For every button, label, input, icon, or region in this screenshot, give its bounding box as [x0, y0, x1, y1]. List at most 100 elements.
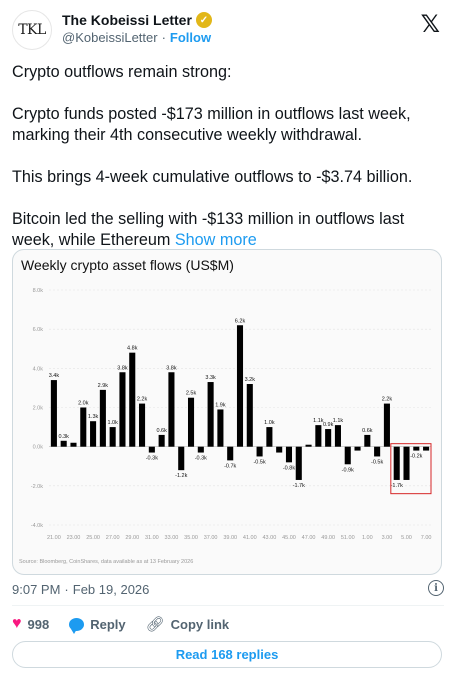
- x-tick-label: 45.00: [282, 535, 296, 541]
- data-label: -0.7k: [224, 463, 236, 469]
- x-tick-label: 27.00: [106, 535, 120, 541]
- x-tick-label: 33.00: [165, 535, 179, 541]
- link-icon: 🔗︎: [145, 616, 165, 633]
- chart-bar: [266, 427, 273, 447]
- data-label: 3.8k: [166, 365, 177, 371]
- tweet-paragraph-3: This brings 4-week cumulative outflows t…: [12, 168, 413, 186]
- data-label: -1.7k: [293, 483, 305, 489]
- chart-bar: [325, 429, 332, 447]
- tweet-time: 9:07 PM: [12, 582, 61, 597]
- x-tick-label: 21.00: [47, 535, 61, 541]
- data-label: -0.2k: [410, 454, 422, 460]
- chart-bar: [305, 444, 312, 447]
- reply-label: Reply: [90, 616, 126, 632]
- read-replies-button[interactable]: Read 168 replies: [12, 641, 442, 668]
- data-label: 2.9k: [98, 383, 109, 389]
- data-label: -0.8k: [283, 465, 295, 471]
- tweet-paragraph-4-text: Bitcoin led the selling with -$133 milli…: [12, 210, 405, 249]
- chart-bar: [227, 446, 234, 461]
- chart-bar: [119, 372, 126, 447]
- x-tick-label: 39.00: [223, 535, 237, 541]
- chart-bar: [344, 446, 351, 465]
- data-label: 0.9k: [323, 422, 334, 428]
- y-tick-label: -4.0k: [31, 523, 43, 529]
- handle-separator: ·: [161, 30, 166, 45]
- data-label: -0.9k: [342, 467, 354, 473]
- x-tick-label: 25.00: [86, 535, 100, 541]
- author-name-row: The Kobeissi Letter ✓: [62, 12, 212, 28]
- info-icon[interactable]: i: [428, 580, 444, 596]
- copy-link-button[interactable]: 🔗︎ Copy link: [146, 615, 230, 633]
- x-tick-label: 7.00: [421, 535, 432, 541]
- data-label: -1.7k: [391, 483, 403, 489]
- x-tick-label: 41.00: [243, 535, 257, 541]
- heart-icon: ♥: [12, 615, 22, 632]
- chart-bar: [354, 446, 361, 451]
- author-name[interactable]: The Kobeissi Letter: [62, 12, 192, 28]
- chart-title: Weekly crypto asset flows (US$M): [21, 257, 234, 273]
- chart-bar: [109, 427, 116, 447]
- x-tick-label: 29.00: [125, 535, 139, 541]
- chart-bar: [334, 425, 341, 447]
- chart-bar: [178, 446, 185, 471]
- x-tick-label: 37.00: [204, 535, 218, 541]
- avatar[interactable]: TKL: [12, 10, 52, 50]
- author-handle[interactable]: @KobeissiLetter: [62, 30, 158, 45]
- chart-bar: [236, 325, 244, 447]
- x-tick-label: 35.00: [184, 535, 198, 541]
- data-label: -0.5k: [371, 459, 383, 465]
- chart-bar: [168, 372, 175, 447]
- x-tick-label: 43.00: [263, 535, 277, 541]
- chart-image[interactable]: Weekly crypto asset flows (US$M) -4.0k -2…: [12, 249, 442, 575]
- x-tick-label: 3.00: [382, 535, 393, 541]
- data-label: 2.0k: [78, 401, 89, 407]
- tweet-timestamp[interactable]: 9:07 PM · Feb 19, 2026: [12, 582, 149, 597]
- like-button[interactable]: ♥ 998: [12, 615, 49, 633]
- chart-bar: [50, 380, 57, 447]
- chart-bar: [99, 389, 106, 447]
- chart-bar: [256, 446, 263, 457]
- tweet-paragraph-2: Crypto funds posted -$173 million in out…: [12, 105, 411, 144]
- show-more-link[interactable]: Show more: [174, 231, 257, 249]
- data-label: -1.2k: [175, 473, 187, 479]
- x-tick-label: 47.00: [302, 535, 316, 541]
- chart-bar: [413, 446, 420, 451]
- chart-bar: [315, 425, 322, 447]
- chart-bar: [423, 446, 430, 451]
- reply-button[interactable]: Reply: [69, 616, 126, 634]
- copy-link-label: Copy link: [170, 616, 230, 632]
- follow-button[interactable]: Follow: [169, 30, 212, 45]
- data-label: 1.9k: [215, 402, 226, 408]
- chart-bar: [80, 407, 87, 447]
- data-label: 2.2k: [137, 397, 148, 403]
- highlight-box: [390, 443, 432, 495]
- action-bar: ♥ 998 Reply 🔗︎ Copy link: [12, 614, 249, 634]
- tweet-text: Crypto outflows remain strong: Crypto fu…: [12, 62, 444, 251]
- data-label: 6.2k: [235, 318, 246, 324]
- y-tick-label: 6.0k: [33, 327, 44, 333]
- chart-bar: [139, 403, 146, 447]
- tweet-paragraph-1: Crypto outflows remain strong:: [12, 63, 232, 81]
- y-tick-label: 2.0k: [33, 406, 44, 412]
- chart-bar: [90, 421, 97, 447]
- x-logo-icon[interactable]: 𝕏: [420, 10, 440, 38]
- y-tick-label: 8.0k: [33, 288, 44, 294]
- y-tick-label: -2.0k: [31, 484, 43, 490]
- data-label: 3.8k: [117, 365, 128, 371]
- chart-bar: [285, 446, 293, 463]
- x-tick-label: 1.00: [362, 535, 373, 541]
- data-label: -0.3k: [146, 456, 158, 462]
- chart-bar: [403, 446, 410, 480]
- tweet-paragraph-4: Bitcoin led the selling with -$133 milli…: [12, 209, 444, 251]
- like-count: 998: [27, 616, 50, 632]
- chart-bar: [207, 382, 214, 447]
- data-label: -0.3k: [195, 456, 207, 462]
- data-label: 1.1k: [313, 418, 324, 424]
- tweet-header: TKL The Kobeissi Letter ✓ @KobeissiLette…: [12, 8, 444, 50]
- x-tick-label: 51.00: [341, 535, 355, 541]
- chart-source: Source: Bloomberg, CoinShares, data avai…: [19, 559, 194, 565]
- data-label: 0.3k: [58, 434, 69, 440]
- chart-bar: [129, 352, 136, 447]
- chart-bar: [295, 446, 302, 480]
- data-label: -0.5k: [253, 459, 265, 465]
